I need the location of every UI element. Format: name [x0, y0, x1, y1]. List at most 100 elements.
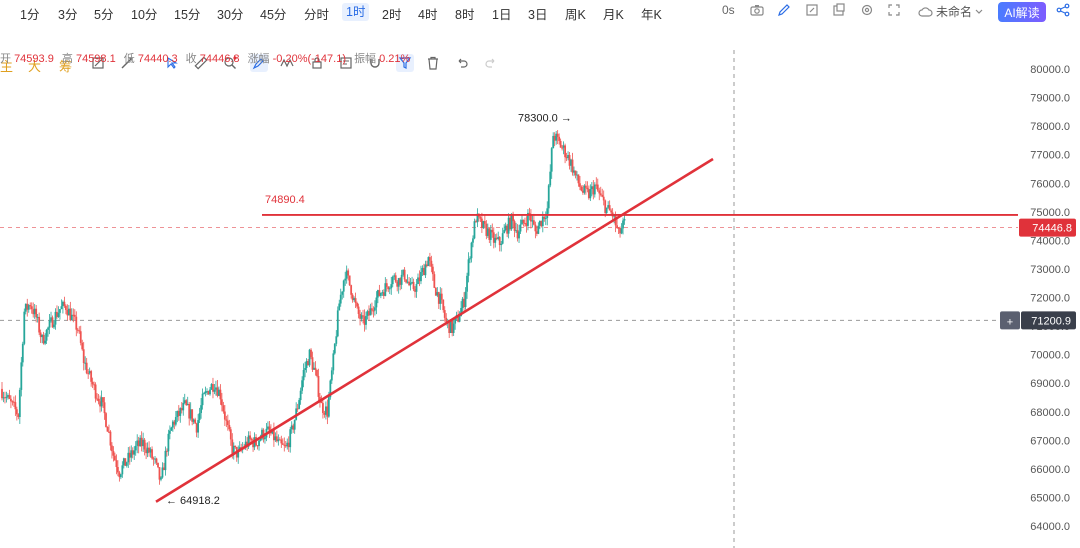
candle-body [463, 298, 465, 308]
candle-body [592, 186, 595, 195]
candle-body [454, 318, 457, 324]
candle-body [596, 184, 599, 191]
candle-body [559, 140, 562, 148]
candle-body [431, 266, 434, 275]
candle-body [39, 332, 42, 338]
indicator-chips[interactable]: 筹 [59, 59, 73, 74]
candle-body [27, 305, 30, 310]
candle-body [111, 445, 113, 452]
lock-icon[interactable] [308, 54, 326, 72]
timeframe-45m[interactable]: 45分 [260, 8, 287, 22]
brush-icon[interactable] [250, 54, 268, 72]
candle-body [170, 427, 173, 431]
close-label: 收 [185, 53, 197, 65]
candle-body [562, 145, 565, 148]
timeframe-1d[interactable]: 1日 [492, 8, 512, 22]
candle-body [189, 409, 192, 419]
timeframe-week[interactable]: 周K [565, 8, 586, 22]
candle-body [152, 458, 155, 460]
zoom-icon[interactable] [221, 54, 239, 72]
candle-body [185, 400, 188, 406]
candle-body [405, 279, 408, 283]
candle-body [158, 467, 161, 480]
candle-body [423, 267, 425, 276]
candle-body [369, 308, 372, 316]
timeframe-1h[interactable]: 1时 [342, 3, 370, 21]
candle-body [344, 278, 347, 281]
magnet-icon[interactable] [366, 54, 384, 72]
candle-body [506, 225, 509, 234]
candle-body [485, 223, 488, 236]
candle-body [195, 423, 198, 433]
candle-body [293, 419, 296, 430]
cursor-icon[interactable] [163, 54, 181, 72]
last-price-tag [1019, 218, 1076, 237]
line-tool-icon[interactable] [118, 54, 136, 72]
candle-body [564, 145, 566, 158]
share-icon[interactable] [1056, 3, 1070, 20]
indicator-main[interactable]: 主 [0, 59, 14, 74]
timeframe-30m[interactable]: 30分 [217, 8, 244, 22]
timeframe-2h[interactable]: 2时 [382, 8, 402, 22]
candle-body [622, 220, 624, 229]
candle-body [602, 196, 605, 201]
filter-icon[interactable] [396, 54, 414, 72]
redo-icon[interactable] [482, 54, 500, 72]
candle-body [264, 437, 266, 440]
candle-body [451, 320, 454, 333]
indicator-large[interactable]: 大 [28, 59, 42, 74]
ruler-icon[interactable] [192, 54, 210, 72]
candle-body [44, 340, 46, 344]
undo-icon[interactable] [453, 54, 471, 72]
candle-body [163, 467, 165, 471]
candle-body [482, 221, 485, 229]
candle-body [371, 308, 373, 311]
timeframe-1m[interactable]: 1分 [20, 8, 40, 22]
timeframe-month[interactable]: 月K [603, 8, 624, 22]
timeframe-5m[interactable]: 5分 [94, 8, 114, 22]
ai-analysis-button[interactable]: AI解读 [998, 2, 1046, 22]
candle-body [299, 390, 302, 401]
settings-icon[interactable] [860, 3, 874, 20]
candle-body [503, 230, 506, 234]
trash-icon[interactable] [424, 54, 442, 72]
expand-icon[interactable] [887, 3, 901, 20]
timeframe-10m[interactable]: 10分 [131, 8, 158, 22]
camera-icon[interactable] [750, 3, 764, 20]
candle-body [229, 429, 232, 440]
timeframe-3m[interactable]: 3分 [58, 8, 78, 22]
fullscreen-icon[interactable] [805, 3, 819, 20]
candle-body [324, 406, 327, 415]
timeframe-3d[interactable]: 3日 [528, 8, 548, 22]
candle-body [601, 194, 604, 197]
candle-body [21, 343, 24, 363]
candle-body [347, 270, 350, 276]
note-icon[interactable] [337, 54, 355, 72]
candle-body [354, 298, 357, 303]
candle-body [464, 291, 467, 308]
candle-body [518, 231, 520, 239]
candle-body [278, 439, 281, 441]
y-tick-label: 66000.0 [1030, 464, 1070, 476]
timeframe-4h[interactable]: 4时 [418, 8, 438, 22]
candle-body [530, 214, 532, 222]
copy-icon[interactable] [832, 3, 846, 20]
candle-body [357, 306, 360, 314]
indicator-edit-icon[interactable] [89, 54, 107, 72]
candle-body [33, 308, 36, 315]
candle-body [619, 228, 621, 234]
layout-selector[interactable]: 未命名 [918, 3, 983, 20]
candle-body [8, 395, 11, 399]
pattern-icon[interactable] [279, 54, 297, 72]
timeframe-year[interactable]: 年K [641, 8, 662, 22]
price-chart[interactable]: 74890.4 78300.0 → ← 64918.2 80000.0 79000.0… [0, 50, 1080, 548]
candle-body [88, 371, 91, 374]
candle-body [119, 474, 122, 478]
timeframe-8h[interactable]: 8时 [455, 8, 475, 22]
candle-body [133, 450, 136, 455]
timeframe-intraday[interactable]: 分时 [304, 8, 330, 22]
pen-icon[interactable] [777, 3, 791, 20]
low-value: 74440.3 [137, 53, 178, 65]
candle-body [486, 228, 489, 236]
timeframe-15m[interactable]: 15分 [174, 8, 201, 22]
